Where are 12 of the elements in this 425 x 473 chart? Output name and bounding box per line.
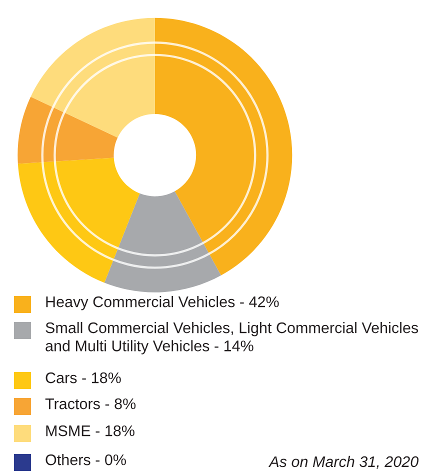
- legend-label: MSME - 18%: [46, 425, 134, 436]
- donut-slice: [104, 191, 222, 292]
- legend-label: Cars - 18%: [46, 372, 121, 384]
- legend-label: Heavy Commercial Vehicles - 42%: [46, 296, 279, 310]
- text: As on March 31, 2020: [268, 456, 419, 469]
- legend-label: Small Commercial Vehicles, Light Commercial Vehicles and Multi Utility Vehicles - 14%: [46, 322, 418, 354]
- donut-slice: [30, 18, 155, 138]
- donut-slice: [18, 158, 140, 283]
- donut-slice: [18, 96, 118, 164]
- legend-label: Others - 0%: [46, 454, 126, 466]
- legend-label: Tractors - 8%: [45, 398, 136, 410]
- donut-slice: [154, 18, 292, 276]
